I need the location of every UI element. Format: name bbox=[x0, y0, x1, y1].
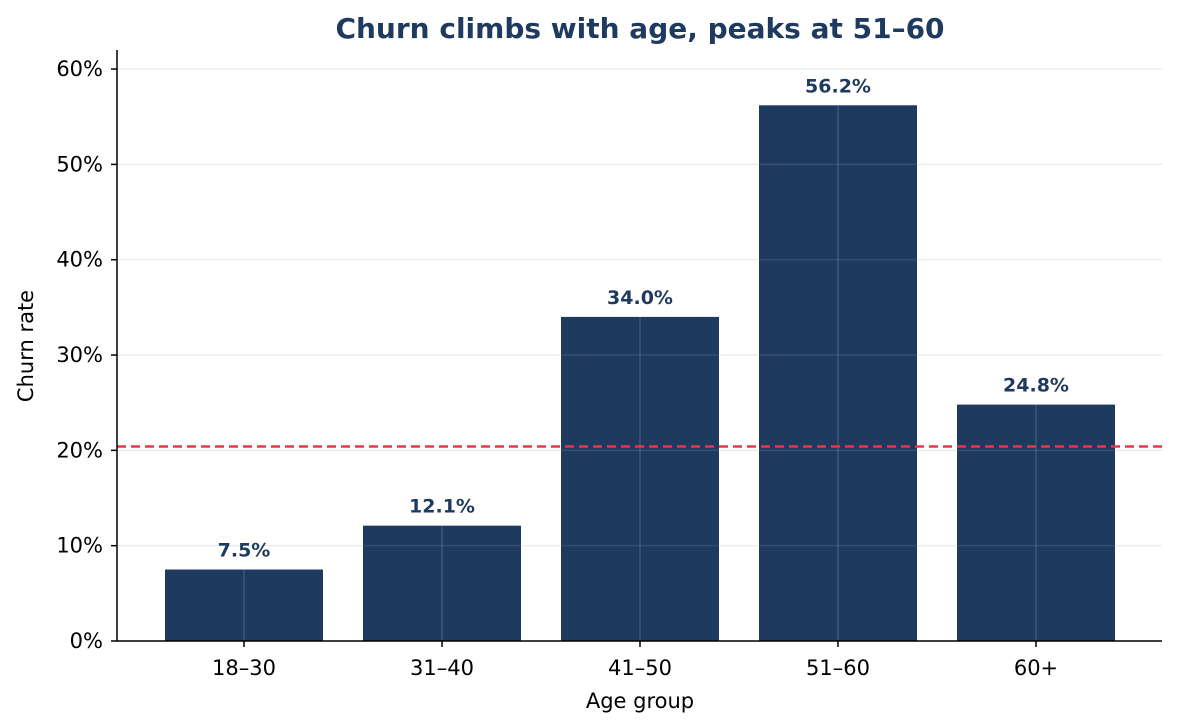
bar bbox=[363, 525, 521, 641]
bar-data-label: 34.0% bbox=[607, 287, 673, 309]
y-tick-label: 50% bbox=[56, 152, 103, 176]
bar bbox=[165, 569, 323, 641]
bars bbox=[117, 50, 1162, 641]
bar-data-label: 56.2% bbox=[805, 75, 871, 97]
x-tick-label: 41–50 bbox=[608, 656, 672, 680]
bar-data-label: 7.5% bbox=[218, 540, 271, 562]
y-tick-label: 30% bbox=[56, 343, 103, 367]
y-tick-label: 40% bbox=[56, 248, 103, 272]
y-tick-label: 20% bbox=[56, 438, 103, 462]
chart-title: Churn climbs with age, peaks at 51–60 bbox=[335, 12, 944, 45]
bar bbox=[957, 404, 1115, 641]
x-tick-label: 51–60 bbox=[806, 656, 870, 680]
x-axis-label: Age group bbox=[586, 689, 694, 713]
bar bbox=[759, 105, 917, 641]
y-axis-label: Churn rate bbox=[14, 290, 38, 402]
bar bbox=[561, 316, 719, 641]
data-labels: 7.5% 12.1% 34.0% 56.2% 24.8% bbox=[218, 75, 1069, 561]
x-tick-label: 31–40 bbox=[410, 656, 474, 680]
y-tick-label: 10% bbox=[56, 534, 103, 558]
bar-data-label: 12.1% bbox=[409, 496, 475, 518]
bar-data-label: 24.8% bbox=[1003, 375, 1069, 397]
axes: 0% 10% 20% 30% 40% 50% 60% 18–30 31–40 41–50 51–60… bbox=[56, 50, 1162, 680]
y-tick-label: 60% bbox=[56, 57, 103, 81]
x-tick-label: 60+ bbox=[1014, 656, 1058, 680]
x-tick-label: 18–30 bbox=[212, 656, 276, 680]
y-tick-label: 0% bbox=[70, 629, 103, 653]
